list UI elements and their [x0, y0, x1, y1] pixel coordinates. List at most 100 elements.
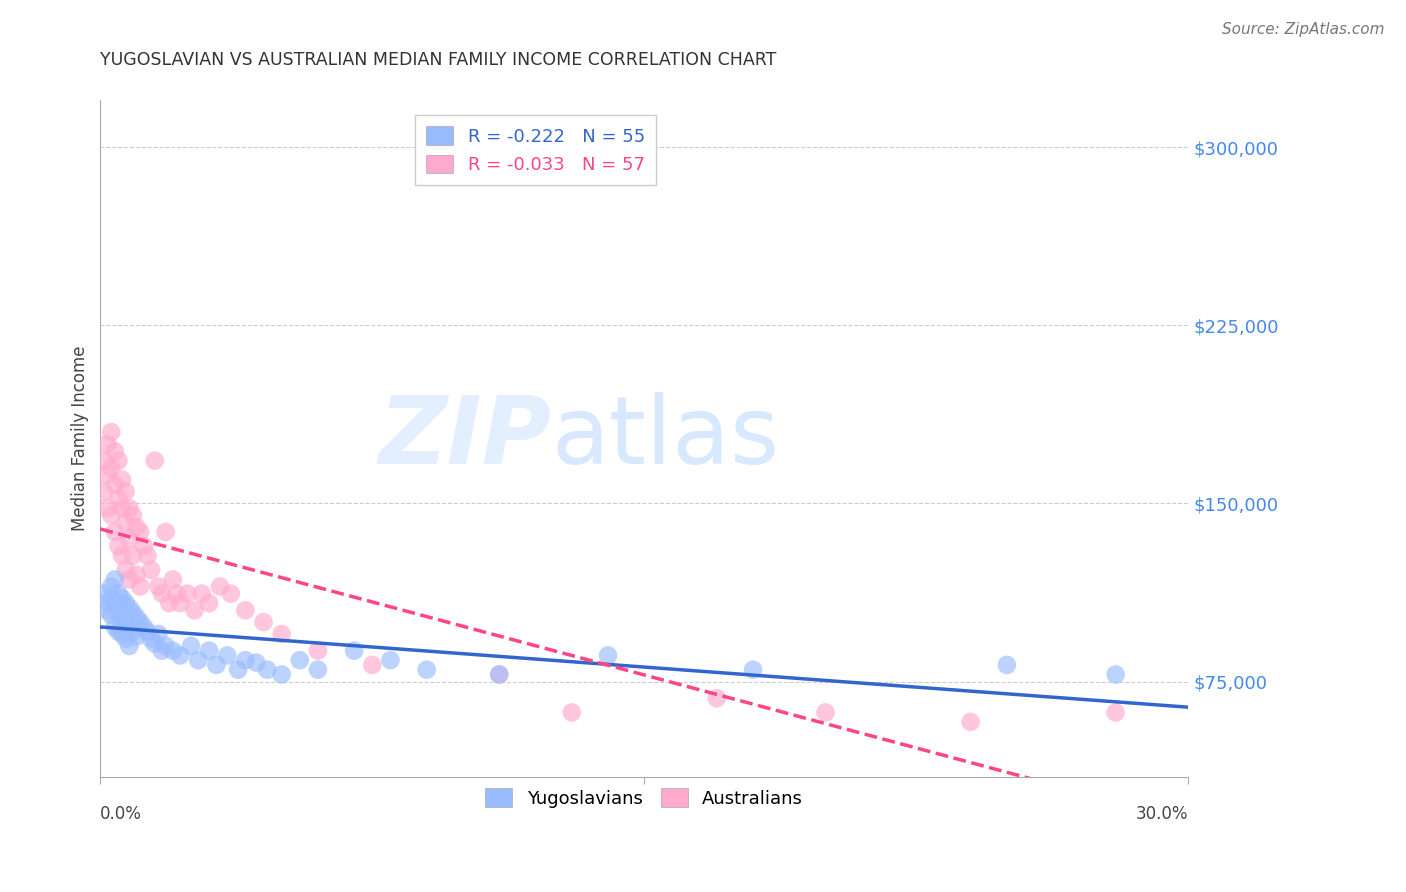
Point	[132, 539, 155, 553]
Text: YUGOSLAVIAN VS AUSTRALIAN MEDIAN FAMILY INCOME CORRELATION CHART: YUGOSLAVIAN VS AUSTRALIAN MEDIAN FAMILY …	[100, 51, 776, 69]
Point	[118, 573, 141, 587]
Point	[139, 563, 162, 577]
Point	[125, 610, 148, 624]
Point	[155, 639, 177, 653]
Point	[107, 606, 129, 620]
Point	[270, 667, 292, 681]
Point	[488, 667, 510, 681]
Point	[122, 624, 145, 639]
Point	[169, 596, 191, 610]
Point	[129, 580, 152, 594]
Point	[118, 532, 141, 546]
Point	[125, 629, 148, 643]
Text: ZIP: ZIP	[378, 392, 551, 484]
Point	[114, 632, 136, 646]
Point	[114, 563, 136, 577]
Point	[104, 573, 127, 587]
Point	[107, 587, 129, 601]
Point	[143, 453, 166, 467]
Point	[114, 615, 136, 629]
Point	[136, 624, 159, 639]
Point	[97, 603, 120, 617]
Point	[1104, 706, 1126, 720]
Point	[118, 601, 141, 615]
Point	[125, 520, 148, 534]
Point	[1104, 667, 1126, 681]
Point	[148, 627, 170, 641]
Point	[162, 573, 184, 587]
Point	[415, 663, 437, 677]
Point	[217, 648, 239, 663]
Point	[111, 591, 134, 606]
Point	[162, 643, 184, 657]
Point	[132, 620, 155, 634]
Point	[596, 648, 619, 663]
Point	[198, 643, 221, 657]
Point	[107, 539, 129, 553]
Point	[107, 453, 129, 467]
Point	[235, 653, 257, 667]
Point	[288, 653, 311, 667]
Point	[307, 663, 329, 677]
Point	[361, 657, 384, 672]
Point	[118, 501, 141, 516]
Point	[104, 444, 127, 458]
Point	[104, 477, 127, 491]
Point	[169, 648, 191, 663]
Point	[307, 643, 329, 657]
Point	[97, 596, 120, 610]
Point	[118, 620, 141, 634]
Point	[995, 657, 1018, 672]
Text: 0.0%: 0.0%	[100, 805, 142, 823]
Point	[122, 508, 145, 523]
Point	[343, 643, 366, 657]
Point	[235, 603, 257, 617]
Point	[150, 643, 173, 657]
Point	[245, 656, 267, 670]
Point	[148, 580, 170, 594]
Point	[111, 610, 134, 624]
Point	[100, 508, 122, 523]
Point	[97, 467, 120, 482]
Point	[180, 639, 202, 653]
Point	[111, 627, 134, 641]
Point	[107, 624, 129, 639]
Point	[198, 596, 221, 610]
Point	[111, 473, 134, 487]
Point	[380, 653, 402, 667]
Point	[111, 549, 134, 563]
Point	[93, 587, 115, 601]
Point	[125, 567, 148, 582]
Point	[114, 516, 136, 530]
Point	[139, 632, 162, 646]
Point	[100, 425, 122, 439]
Point	[191, 587, 214, 601]
Point	[114, 596, 136, 610]
Point	[122, 606, 145, 620]
Point	[157, 596, 180, 610]
Point	[219, 587, 242, 601]
Point	[814, 706, 837, 720]
Point	[114, 484, 136, 499]
Point	[100, 580, 122, 594]
Point	[561, 706, 583, 720]
Point	[104, 620, 127, 634]
Point	[118, 639, 141, 653]
Legend: Yugoslavians, Australians: Yugoslavians, Australians	[478, 781, 810, 815]
Point	[166, 587, 188, 601]
Point	[97, 501, 120, 516]
Point	[104, 599, 127, 613]
Point	[742, 663, 765, 677]
Point	[706, 691, 728, 706]
Point	[129, 524, 152, 539]
Point	[205, 657, 228, 672]
Text: 30.0%: 30.0%	[1136, 805, 1188, 823]
Point	[100, 608, 122, 623]
Point	[100, 591, 122, 606]
Point	[270, 627, 292, 641]
Point	[107, 491, 129, 506]
Y-axis label: Median Family Income: Median Family Income	[72, 345, 89, 531]
Point	[187, 653, 209, 667]
Point	[100, 460, 122, 475]
Point	[176, 587, 198, 601]
